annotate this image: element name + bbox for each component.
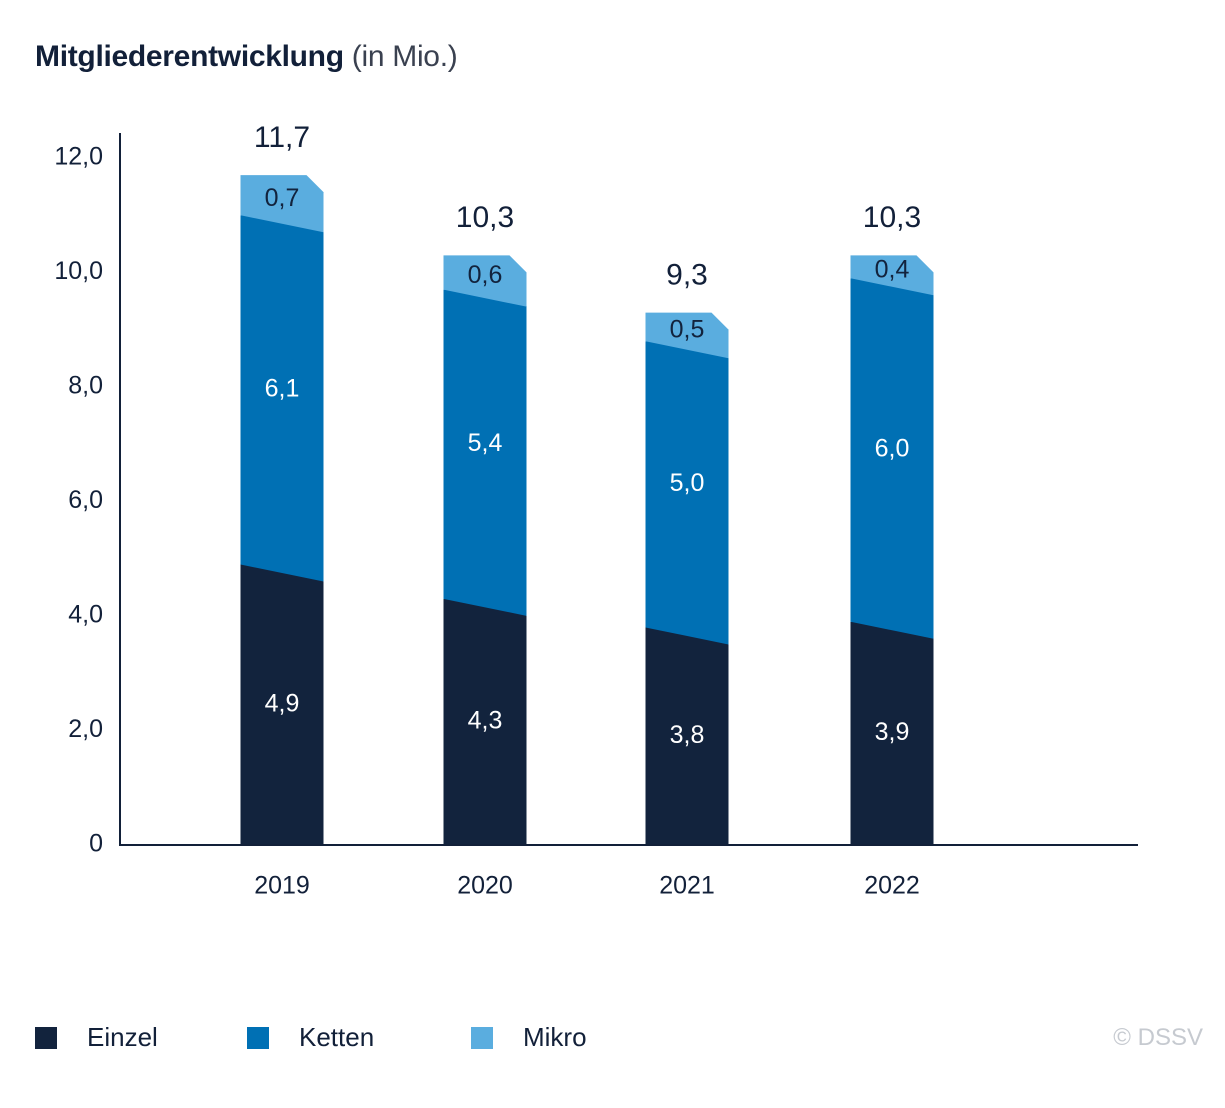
bar-total-label: 10,3: [456, 201, 514, 234]
bar-segment-mikro: [850, 255, 934, 296]
x-tick-label: 2020: [457, 872, 513, 900]
legend-label-mikro: Mikro: [523, 1022, 587, 1052]
bar-segment-ketten: [645, 341, 729, 645]
bar-segment-ketten: [850, 278, 934, 639]
bar-segment-ketten: [240, 215, 324, 582]
x-tick-label: 2022: [864, 872, 920, 900]
bar-total-label: 10,3: [863, 201, 921, 234]
bar-value-label-ketten: 5,0: [670, 469, 705, 497]
bar-value-label-mikro: 0,5: [670, 315, 705, 343]
legend-swatch-mikro: [471, 1026, 493, 1049]
x-tick-label: 2021: [659, 872, 715, 900]
bar-segment-einzel: [240, 564, 324, 845]
y-tick-label: 0: [89, 830, 103, 858]
bar-segment-mikro: [240, 175, 324, 233]
legend-item-ketten: Ketten: [247, 1022, 471, 1053]
bar-segment-ketten: [443, 289, 527, 616]
legend-label-einzel: Einzel: [87, 1022, 158, 1052]
legend-item-mikro: Mikro: [471, 1022, 587, 1053]
y-tick-label: 4,0: [68, 601, 103, 629]
bar-segment-einzel: [850, 621, 934, 845]
bar-value-label-einzel: 3,9: [875, 718, 910, 746]
bar-value-label-mikro: 0,7: [265, 184, 300, 212]
y-tick-label: 6,0: [68, 486, 103, 514]
bar-value-label-ketten: 5,4: [468, 429, 503, 457]
x-tick-label: 2019: [254, 872, 310, 900]
copyright-credit: © DSSV: [1113, 1024, 1203, 1051]
chart-title-main: Mitgliederentwicklung: [35, 40, 344, 73]
legend-swatch-ketten: [247, 1026, 269, 1049]
y-tick-label: 10,0: [54, 257, 103, 285]
y-tick-label: 8,0: [68, 372, 103, 400]
stacked-bar-chart: 0 2,0 4,0 6,0 8,0 10,0 12,0 4,9 6,1 0,7 11,7 2019 4,…: [54, 121, 1138, 900]
chart-title: Mitgliederentwicklung (in Mio.): [35, 40, 458, 74]
bar-total-label: 11,7: [254, 121, 310, 154]
bar-value-label-mikro: 0,4: [875, 255, 910, 283]
bar-value-label-ketten: 6,0: [875, 435, 910, 463]
bar-value-label-ketten: 6,1: [265, 374, 300, 402]
bar-value-label-mikro: 0,6: [468, 261, 503, 289]
y-tick-label: 2,0: [68, 715, 103, 743]
legend-swatch-einzel: [35, 1026, 57, 1049]
chart-legend: Einzel Ketten Mikro: [35, 1022, 587, 1053]
bar-segment-einzel: [443, 598, 527, 845]
chart-title-unit: (in Mio.): [351, 40, 458, 73]
y-tick-label: 12,0: [54, 143, 103, 171]
legend-label-ketten: Ketten: [299, 1022, 375, 1052]
bar-segment-mikro: [443, 255, 527, 307]
bar-total-label: 9,3: [666, 258, 708, 291]
bar-value-label-einzel: 4,9: [265, 689, 300, 717]
bar-segment-mikro: [645, 312, 729, 359]
bar-segment-einzel: [645, 627, 729, 845]
bar-value-label-einzel: 3,8: [670, 721, 705, 749]
bar-value-label-einzel: 4,3: [468, 707, 503, 735]
legend-item-einzel: Einzel: [35, 1022, 247, 1053]
